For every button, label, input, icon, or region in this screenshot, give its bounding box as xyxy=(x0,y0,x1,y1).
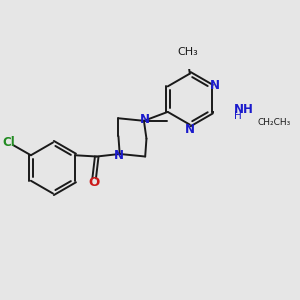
Text: CH₃: CH₃ xyxy=(177,47,198,57)
Text: H: H xyxy=(234,112,242,122)
Text: N: N xyxy=(185,123,195,136)
Text: O: O xyxy=(88,176,100,189)
Text: N: N xyxy=(209,79,220,92)
Text: NH: NH xyxy=(234,103,254,116)
Text: N: N xyxy=(113,149,123,162)
Text: CH₂CH₃: CH₂CH₃ xyxy=(258,118,291,127)
Text: N: N xyxy=(140,113,150,126)
Text: Cl: Cl xyxy=(3,136,16,149)
